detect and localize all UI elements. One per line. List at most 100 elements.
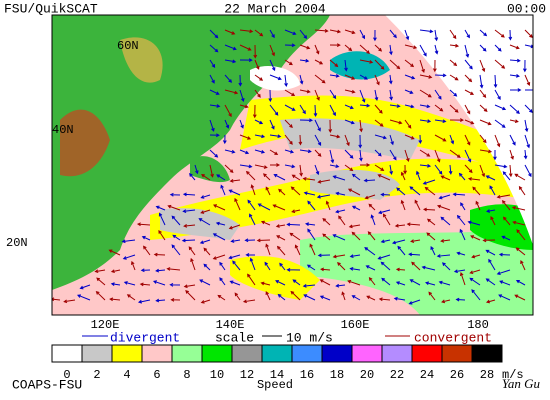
- wind-arrow: [269, 29, 275, 39]
- wind-arrow: [228, 189, 241, 196]
- wind-arrow: [449, 74, 459, 81]
- wind-arrow: [449, 134, 455, 145]
- wind-arrow: [520, 260, 526, 271]
- wind-arrow: [298, 134, 303, 146]
- wind-arrow: [344, 164, 354, 172]
- wind-arrow: [254, 164, 268, 169]
- wind-arrow: [378, 297, 391, 302]
- colorbar-tick: 28: [480, 368, 494, 382]
- colorbar-tick: 6: [153, 368, 160, 382]
- convergent-label: convergent: [414, 330, 492, 345]
- wind-arrow: [493, 149, 497, 161]
- wind-arrow: [374, 134, 387, 140]
- wind-arrow: [256, 238, 271, 243]
- wind-arrow: [329, 29, 342, 34]
- wind-arrow: [284, 134, 293, 145]
- wind-arrow: [374, 74, 380, 86]
- wind-arrow: [152, 280, 166, 286]
- colorbar-box: [321, 344, 353, 363]
- wind-arrow: [479, 89, 487, 98]
- time: 00:00: [507, 1, 546, 16]
- colorbar-tick: 26: [450, 368, 464, 382]
- wind-arrow: [475, 200, 481, 211]
- wind-arrow: [200, 194, 211, 199]
- wind-arrow: [269, 163, 281, 167]
- wind-arrow: [509, 88, 522, 92]
- colorbar-tick: 14: [270, 368, 284, 382]
- wind-arrow: [502, 171, 511, 181]
- wind-arrow: [305, 222, 316, 226]
- wind-arrow: [344, 59, 348, 72]
- wind-arrow: [382, 213, 391, 226]
- wind-arrow: [441, 299, 451, 304]
- wind-arrow: [203, 247, 211, 256]
- wind-arrow: [299, 164, 303, 177]
- colorbar-box: [411, 344, 443, 363]
- wind-arrow: [199, 239, 211, 245]
- wind-arrow: [374, 149, 382, 157]
- wind-arrow: [250, 184, 256, 196]
- wind-arrow: [470, 235, 481, 241]
- wind-arrow: [313, 104, 318, 118]
- wind-arrow: [239, 149, 250, 155]
- wind-arrow: [494, 119, 506, 128]
- wind-arrow: [479, 134, 487, 144]
- wind-arrow: [307, 228, 316, 241]
- wind-arrow: [366, 295, 376, 301]
- colorbar-box: [81, 344, 113, 363]
- wind-arrow: [502, 216, 511, 226]
- wind-arrow: [419, 29, 434, 34]
- wind-arrow: [212, 233, 226, 241]
- author: Yan Gu: [502, 376, 541, 391]
- wind-arrow: [344, 104, 354, 110]
- colorbar-tick: 18: [330, 368, 344, 382]
- wind-arrow: [123, 281, 136, 286]
- wind-arrow: [126, 294, 136, 301]
- wind-arrow: [428, 291, 436, 301]
- wind-arrow: [459, 271, 466, 286]
- wind-arrow: [486, 209, 496, 213]
- wind-arrow: [319, 295, 331, 301]
- wind-arrow: [479, 59, 486, 73]
- wind-arrow: [289, 232, 301, 241]
- wind-arrow: [189, 173, 196, 181]
- wind-arrow: [234, 197, 241, 211]
- wind-arrow: [460, 202, 466, 211]
- wind-arrow: [418, 134, 423, 145]
- wind-arrow: [325, 200, 331, 211]
- wind-arrow: [496, 194, 511, 199]
- wind-arrow: [199, 279, 211, 286]
- wind-arrow: [314, 74, 326, 84]
- lon-label: 120E: [91, 318, 120, 332]
- wind-arrow: [397, 245, 406, 256]
- wind-arrow: [172, 234, 181, 241]
- wind-arrow: [284, 104, 296, 111]
- colorbar-tick: 10: [210, 368, 224, 382]
- wind-arrow: [434, 89, 442, 100]
- wind-arrow: [303, 191, 316, 196]
- wind-arrow: [209, 74, 215, 84]
- wind-band: [150, 158, 533, 240]
- colorbar-tick: 8: [183, 368, 190, 382]
- wind-arrow: [269, 104, 279, 116]
- wind-arrow: [314, 89, 320, 101]
- wind-arrow: [264, 261, 271, 271]
- wind-arrow: [494, 29, 505, 38]
- wind-arrow: [524, 134, 531, 149]
- wind-arrow: [291, 174, 301, 181]
- wind-arrow: [254, 89, 261, 98]
- wind-arrow: [516, 229, 526, 241]
- wind-arrow: [265, 243, 271, 256]
- wind-arrow: [442, 262, 451, 271]
- wind-arrow: [108, 249, 121, 256]
- wind-arrow: [509, 119, 519, 124]
- wind-arrow: [380, 261, 391, 271]
- scale-value: 10 m/s: [286, 330, 333, 345]
- wind-arrow: [338, 215, 346, 226]
- wind-arrow: [493, 74, 498, 89]
- wind-arrow: [359, 59, 374, 64]
- wind-arrow: [79, 284, 91, 290]
- wind-arrow: [489, 185, 496, 196]
- wind-arrow: [494, 44, 502, 52]
- wind-arrow: [253, 44, 258, 59]
